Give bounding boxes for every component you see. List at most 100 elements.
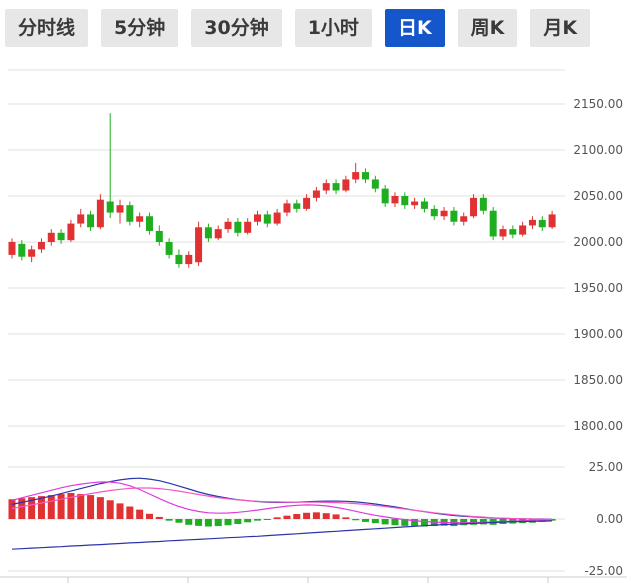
candle-body — [352, 172, 360, 180]
macd-bar — [67, 493, 75, 519]
kline-chart-svg[interactable]: 2150.00 2100.00 2050.00 2000.00 1950.00 1900.… — [0, 56, 627, 585]
candle-body — [371, 179, 379, 189]
macd-bar — [165, 519, 173, 521]
candle-body — [528, 219, 536, 226]
candle-body — [470, 197, 478, 217]
candlestick-series[interactable] — [8, 113, 556, 268]
macd-bar — [37, 496, 45, 519]
price-axis-label: 2150.00 — [573, 97, 623, 111]
macd-bar — [185, 519, 193, 525]
tab-1hour[interactable]: 1小时 — [294, 8, 372, 48]
macd-bar — [87, 495, 95, 519]
candle-body — [381, 188, 389, 204]
candle-body — [28, 249, 36, 257]
candle-body — [155, 230, 163, 242]
macd-axis-label: -25.00 — [584, 564, 623, 578]
macd-bar — [126, 506, 134, 519]
price-axis-label: 2050.00 — [573, 189, 623, 203]
macd-line-base — [11, 520, 553, 550]
macd-bar — [303, 512, 311, 519]
macd-bar — [145, 513, 153, 519]
macd-histogram — [8, 493, 556, 527]
candle-body — [450, 210, 458, 222]
candle-body — [165, 242, 173, 255]
kline-chart-area[interactable]: 2150.00 2100.00 2050.00 2000.00 1950.00 1900.… — [0, 56, 627, 585]
tab-timeline[interactable]: 分时线 — [5, 8, 89, 48]
candle-body — [342, 179, 350, 191]
macd-bar — [28, 497, 36, 519]
candle-body — [185, 254, 193, 265]
macd-axis-label: 25.00 — [589, 460, 623, 474]
candle-body — [440, 210, 448, 217]
candle-body — [254, 214, 261, 222]
macd-bar — [293, 514, 301, 519]
macd-line-dif-slow — [11, 487, 553, 520]
candle-body — [116, 205, 124, 213]
candle-body — [499, 229, 507, 237]
candle-body — [224, 221, 232, 230]
price-axis-label: 1850.00 — [573, 373, 623, 387]
candle-body — [430, 208, 438, 217]
candle-body — [87, 214, 95, 228]
macd-bar — [254, 519, 261, 521]
macd-bar — [381, 519, 389, 525]
candle-body — [312, 190, 320, 198]
candle-body — [460, 216, 468, 222]
macd-bar — [77, 494, 85, 519]
candle-body — [204, 227, 212, 239]
tab-weekly-k[interactable]: 周K — [457, 8, 518, 48]
macd-bar — [332, 514, 340, 519]
candle-body — [411, 201, 419, 206]
macd-bar — [401, 519, 409, 526]
candle-body — [332, 183, 340, 191]
macd-bar — [195, 519, 203, 526]
candle-body — [538, 219, 546, 228]
macd-bar — [116, 503, 124, 519]
macd-bar — [214, 519, 222, 527]
macd-bar — [362, 519, 370, 522]
price-axis-label: 2000.00 — [573, 235, 623, 249]
candle-body — [96, 199, 104, 228]
candle-body — [37, 242, 45, 250]
candle-body — [234, 221, 242, 233]
timeframe-toolbar: 分时线 5分钟 30分钟 1小时 日K 周K 月K — [0, 0, 627, 56]
candle-body — [401, 196, 409, 206]
candle-body — [214, 229, 222, 239]
price-axis-label: 1950.00 — [573, 281, 623, 295]
macd-bar — [18, 498, 26, 519]
candle-body — [548, 214, 556, 228]
macd-bar — [312, 512, 320, 519]
candle-body — [47, 232, 55, 242]
price-axis-label: 1900.00 — [573, 327, 623, 341]
macd-bar — [273, 517, 281, 519]
macd-bar — [8, 499, 16, 519]
candle-body — [391, 196, 399, 204]
tab-30min[interactable]: 30分钟 — [191, 8, 282, 48]
macd-bar — [204, 519, 212, 527]
price-axis-label: 2100.00 — [573, 143, 623, 157]
macd-bar — [155, 516, 163, 519]
macd-bar — [47, 495, 55, 519]
candle-body — [303, 197, 311, 209]
candle-body — [519, 225, 527, 235]
candle-body — [195, 227, 203, 263]
candle-body — [57, 232, 65, 241]
macd-bar — [106, 500, 114, 519]
candle-body — [106, 201, 114, 213]
macd-bar — [352, 519, 360, 521]
candle-body — [293, 203, 301, 209]
macd-bar — [175, 519, 183, 523]
macd-bar — [322, 513, 330, 519]
tab-daily-k[interactable]: 日K — [384, 8, 445, 48]
candle-body — [489, 210, 497, 237]
candle-body — [77, 214, 85, 224]
candle-body — [509, 229, 517, 235]
macd-bar — [244, 519, 252, 523]
macd-bar — [391, 519, 399, 526]
macd-bar — [411, 519, 419, 527]
candle-body — [145, 216, 153, 231]
tab-monthly-k[interactable]: 月K — [530, 8, 591, 48]
macd-bar — [96, 497, 104, 519]
tab-5min[interactable]: 5分钟 — [101, 8, 179, 48]
candle-body — [273, 212, 281, 224]
